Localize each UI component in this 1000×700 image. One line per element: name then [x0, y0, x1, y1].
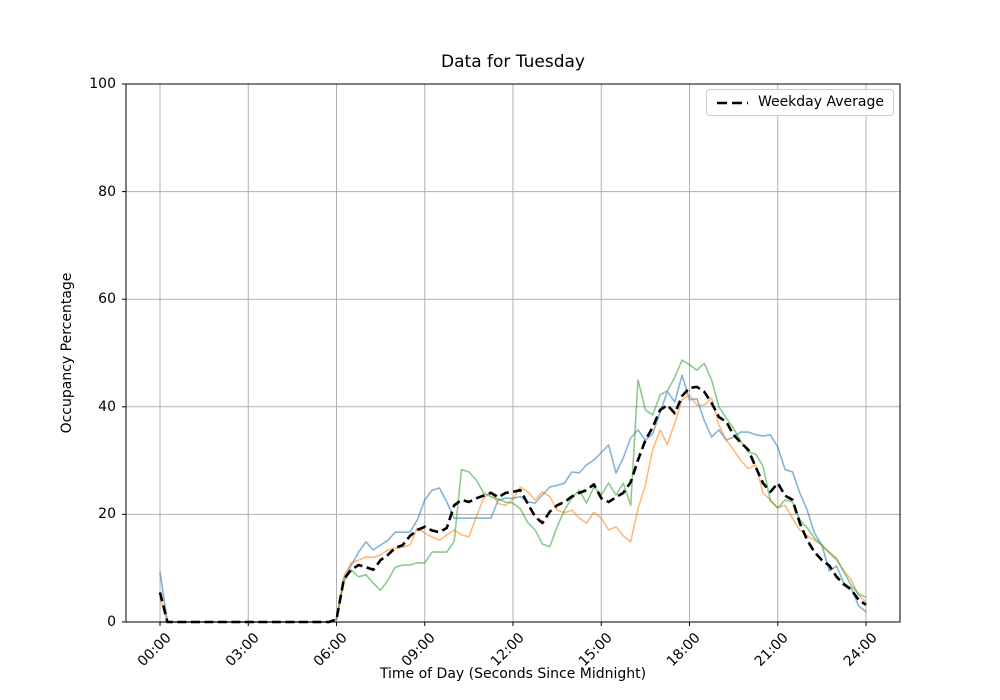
x-axis-label: Time of Day (Seconds Since Midnight) [379, 666, 647, 682]
gridlines [126, 83, 900, 623]
legend-label: Weekday Average [757, 94, 884, 110]
axes-spines [125, 83, 901, 623]
legend: Weekday Average [705, 89, 894, 116]
y-tick-label: 60 [98, 291, 116, 308]
y-tick-label: 20 [98, 506, 116, 523]
y-tick-label: 100 [89, 76, 116, 92]
chart-title: Data for Tuesday [441, 52, 585, 72]
y-tick-label: 40 [98, 398, 116, 415]
legend-dashed-line-icon [716, 101, 748, 104]
y-tick-label: 80 [98, 183, 116, 200]
y-axis-label: Occupancy Percentage [59, 272, 75, 434]
y-tick-label: 0 [107, 614, 116, 630]
tick-marks [122, 83, 867, 626]
